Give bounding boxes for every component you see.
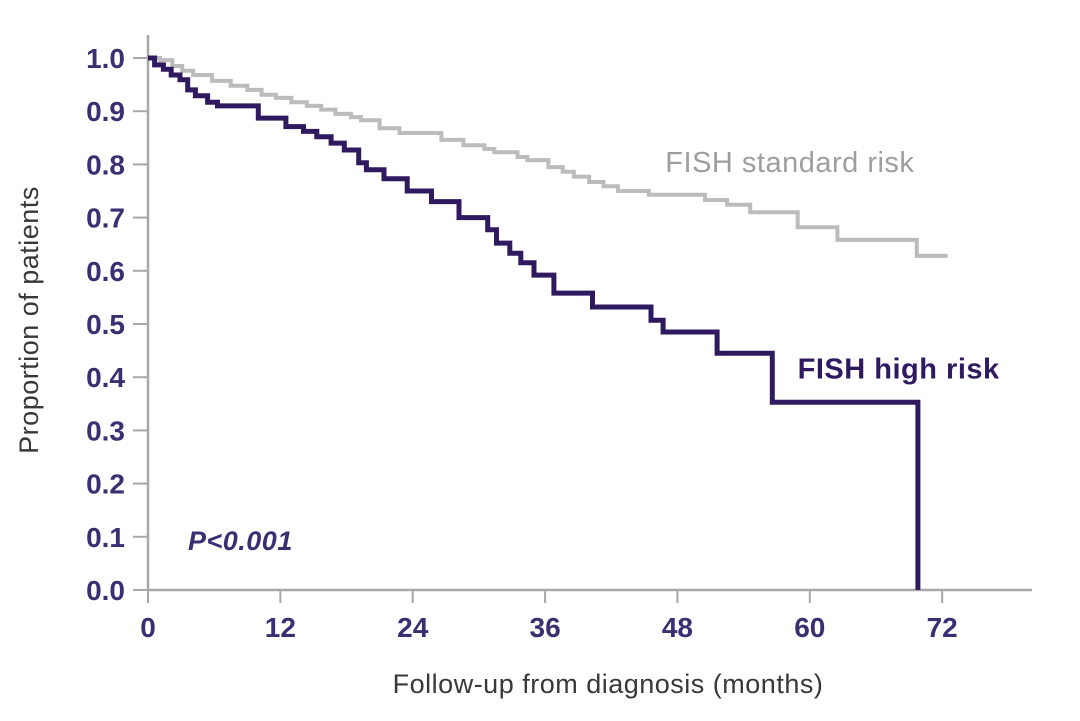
- fish-high-risk-curve: [148, 55, 921, 590]
- p-value-annotation: P<0.001: [188, 526, 293, 556]
- fish-standard-risk-curve: [148, 56, 948, 258]
- y-tick-label: 0.1: [86, 522, 125, 553]
- y-axis-title: Proportion of patients: [14, 186, 44, 454]
- x-axis-title: Follow-up from diagnosis (months): [393, 669, 824, 699]
- x-tick-label: 48: [662, 612, 693, 643]
- x-tick-label: 60: [794, 612, 825, 643]
- series-label-fish-standard-risk: FISH standard risk: [665, 147, 914, 179]
- axes: [146, 35, 1032, 592]
- x-tick-label: 72: [927, 612, 958, 643]
- y-tick-label: 0.5: [86, 309, 125, 340]
- y-tick-label: 0.6: [86, 256, 125, 287]
- x-tick-label: 0: [140, 612, 156, 643]
- series-label-fish-high-risk: FISH high risk: [798, 353, 1000, 385]
- y-tick-label: 0.3: [86, 415, 125, 446]
- series-labels: FISH standard risk FISH high risk: [665, 147, 1000, 385]
- y-tick-label: 0.7: [86, 203, 125, 234]
- y-tick-label: 0.4: [86, 362, 125, 393]
- x-tick-label: 36: [530, 612, 561, 643]
- y-tick-label: 0.9: [86, 96, 125, 127]
- y-tick-label: 0.0: [86, 575, 125, 606]
- survival-curves: [148, 55, 948, 590]
- x-tick-label: 12: [265, 612, 296, 643]
- y-tick-label: 1.0: [86, 43, 125, 74]
- y-tick-label: 0.8: [86, 149, 125, 180]
- y-tick-label: 0.2: [86, 469, 125, 500]
- x-tick-label: 24: [397, 612, 429, 643]
- axis-ticks: 0 12 24 36 48 60 72 0.0 0.1 0.2 0.3 0.4 0.5 0.6 0.7 0.8…: [86, 43, 958, 643]
